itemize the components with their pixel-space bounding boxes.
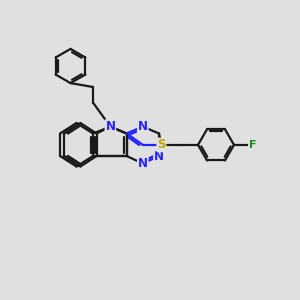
Text: N: N [154, 149, 164, 163]
Text: F: F [249, 140, 256, 150]
Text: S: S [157, 138, 166, 152]
Text: N: N [138, 157, 148, 170]
Text: N: N [138, 120, 148, 133]
Text: N: N [105, 120, 116, 133]
